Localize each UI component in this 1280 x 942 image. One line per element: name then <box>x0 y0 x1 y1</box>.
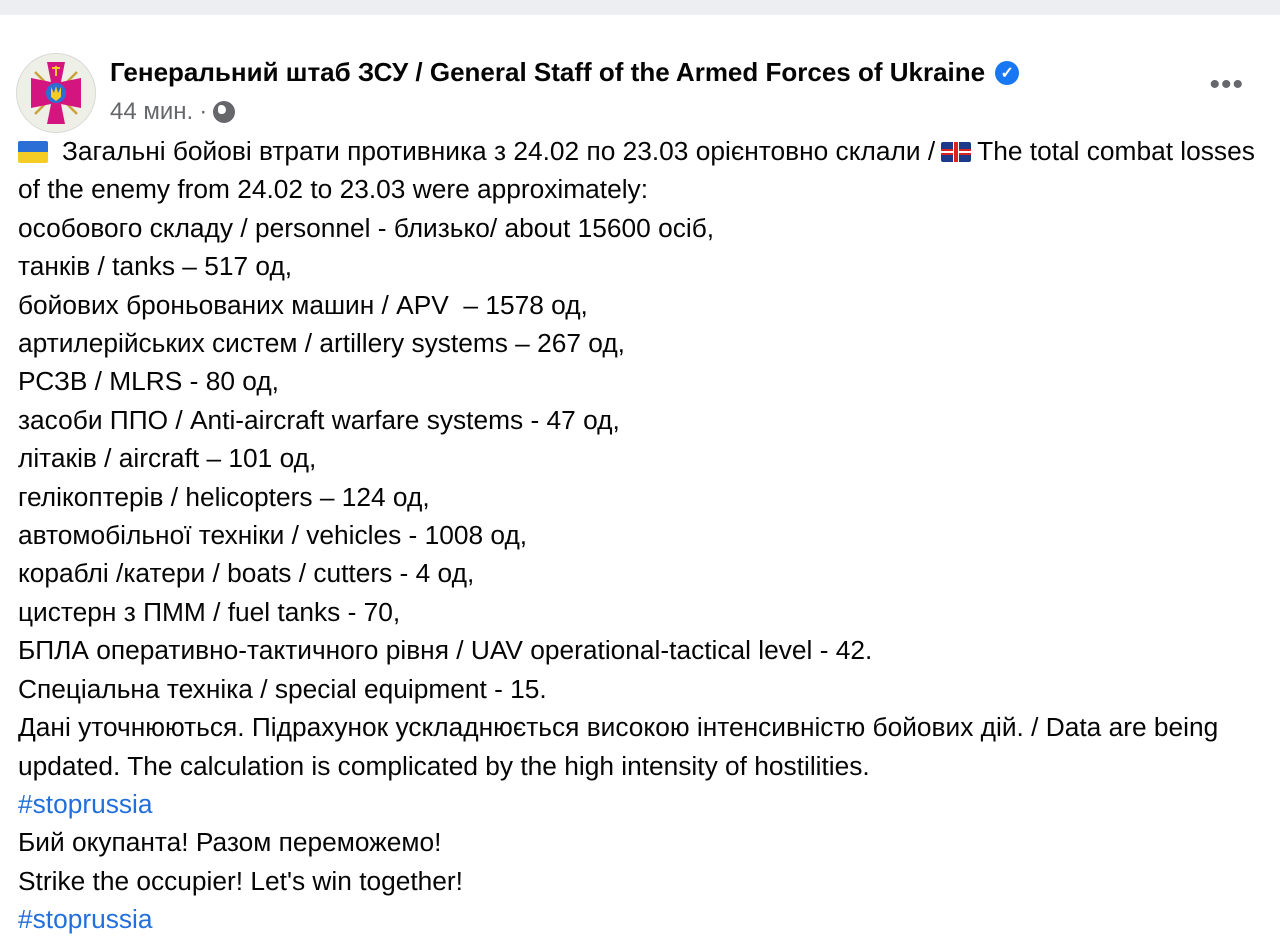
intro-line: Загальні бойові втрати противника з 24.0… <box>18 132 1263 209</box>
globe-icon <box>213 101 236 123</box>
closing-en: Strike the occupier! Let's win together! <box>18 865 463 896</box>
post-body: Загальні бойові втрати противника з 24.0… <box>18 132 1263 939</box>
author-name-row: Генеральний штаб ЗСУ / General Staff of … <box>110 57 1020 88</box>
author-name[interactable]: Генеральний штаб ЗСУ / General Staff of … <box>110 57 986 87</box>
loss-line: літаків / aircraft – 101 од, <box>18 443 317 474</box>
hashtag-link[interactable]: #stoprussia <box>18 904 153 935</box>
loss-line: цистерн з ПММ / fuel tanks - 70, <box>18 596 401 627</box>
post-time[interactable]: 44 мин. <box>110 98 194 125</box>
loss-line: особового складу / personnel - близько/ … <box>18 212 715 243</box>
loss-line: засоби ППО / Anti-aircraft warfare syste… <box>18 404 620 435</box>
data-note: Дані уточнюються. Підрахунок ускладнюєть… <box>18 712 1219 781</box>
post-header: Генеральний штаб ЗСУ / General Staff of … <box>0 15 1280 133</box>
top-bar <box>0 0 1280 15</box>
closing-ua: Бий окупанта! Разом переможемо! <box>18 827 442 858</box>
loss-line: артилерійських систем / artillery system… <box>18 328 625 359</box>
meta-separator: · <box>199 98 208 125</box>
loss-line: автомобільної техніки / vehicles - 1008 … <box>18 520 528 551</box>
post-meta: 44 мин. · <box>110 98 236 126</box>
loss-line: Спеціальна техніка / special equipment -… <box>18 673 547 704</box>
loss-line: гелікоптерів / helicopters – 124 од, <box>18 481 430 512</box>
intro-ua: Загальні бойові втрати противника з 24.0… <box>62 136 936 166</box>
emblem-icon <box>31 62 81 124</box>
page-avatar[interactable] <box>16 53 96 133</box>
loss-line: бойових броньованих машин / APV – 1578 о… <box>18 289 588 320</box>
uk-flag-icon <box>941 142 972 162</box>
more-options-button[interactable]: ••• <box>1209 68 1244 101</box>
intro-en: The total combat losses of the enemy fro… <box>18 136 1255 205</box>
loss-line: кораблі /катери / boats / cutters - 4 од… <box>18 558 475 589</box>
loss-line: танків / tanks – 517 од, <box>18 251 293 282</box>
hashtag-link[interactable]: #stoprussia <box>18 788 153 819</box>
verified-icon: ✓ <box>995 60 1020 85</box>
loss-line: РСЗВ / MLRS - 80 од, <box>18 366 279 397</box>
loss-line: БПЛА оперативно-тактичного рівня / UAV o… <box>18 635 873 666</box>
ukraine-flag-icon <box>18 141 48 163</box>
